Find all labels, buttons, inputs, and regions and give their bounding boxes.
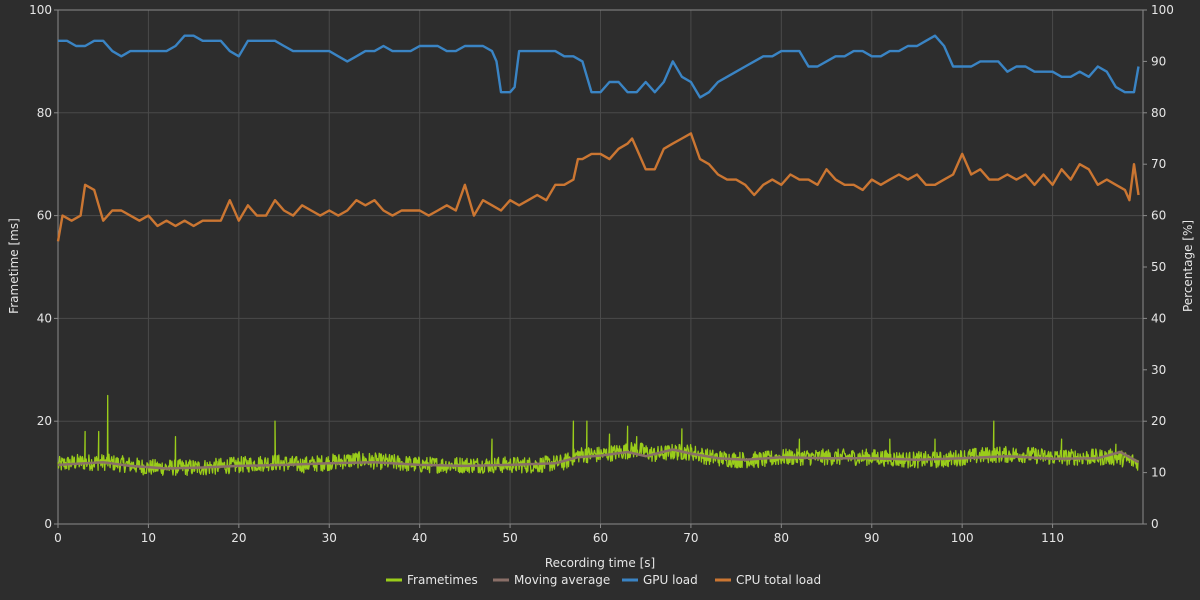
x-tick-label: 0 xyxy=(54,531,62,545)
x-tick-label: 80 xyxy=(774,531,789,545)
x-tick-label: 20 xyxy=(231,531,246,545)
x-tick-label: 110 xyxy=(1041,531,1064,545)
cpu-total-load-line xyxy=(56,132,1140,242)
right-axis-title: Percentage [%] xyxy=(1181,220,1195,312)
right-tick-label: 0 xyxy=(1151,517,1159,531)
right-tick-label: 50 xyxy=(1151,260,1166,274)
left-tick-label: 0 xyxy=(44,517,52,531)
right-tick-label: 60 xyxy=(1151,209,1166,223)
left-tick-label: 100 xyxy=(29,3,52,17)
x-tick-label: 100 xyxy=(951,531,974,545)
legend-label-moving-average: Moving average xyxy=(514,573,610,587)
right-tick-label: 100 xyxy=(1151,3,1174,17)
x-tick-label: 70 xyxy=(683,531,698,545)
left-axis-ticks: 0 20 40 60 80 100 xyxy=(29,3,58,531)
frametimes-line xyxy=(57,394,1139,476)
grid xyxy=(58,9,1143,524)
right-tick-label: 20 xyxy=(1151,414,1166,428)
right-axis-ticks: 0 10 20 30 40 50 60 70 80 90 100 xyxy=(1143,3,1174,531)
right-tick-label: 80 xyxy=(1151,106,1166,120)
x-tick-label: 90 xyxy=(864,531,879,545)
legend-label-frametimes: Frametimes xyxy=(407,573,478,587)
right-tick-label: 90 xyxy=(1151,54,1166,68)
left-axis-title: Frametime [ms] xyxy=(7,218,21,314)
x-tick-label: 60 xyxy=(593,531,608,545)
x-tick-label: 50 xyxy=(502,531,517,545)
legend-label-cpu-total-load: CPU total load xyxy=(736,573,821,587)
right-tick-label: 10 xyxy=(1151,466,1166,480)
moving-average-line xyxy=(57,448,1140,470)
series-layer xyxy=(56,34,1140,476)
x-axis-ticks: 0 10 20 30 40 50 60 70 80 90 100 110 xyxy=(54,524,1064,545)
right-tick-label: 30 xyxy=(1151,363,1166,377)
gpu-load-line xyxy=(58,34,1140,99)
left-tick-label: 40 xyxy=(37,311,52,325)
legend: Frametimes Moving average GPU load CPU tota… xyxy=(386,573,821,587)
x-tick-label: 10 xyxy=(141,531,156,545)
x-axis-title: Recording time [s] xyxy=(545,556,655,570)
legend-label-gpu-load: GPU load xyxy=(643,573,698,587)
x-tick-label: 40 xyxy=(412,531,427,545)
right-tick-label: 70 xyxy=(1151,157,1166,171)
x-tick-label: 30 xyxy=(322,531,337,545)
left-tick-label: 60 xyxy=(37,209,52,223)
right-tick-label: 40 xyxy=(1151,311,1166,325)
left-tick-label: 80 xyxy=(37,106,52,120)
left-tick-label: 20 xyxy=(37,414,52,428)
